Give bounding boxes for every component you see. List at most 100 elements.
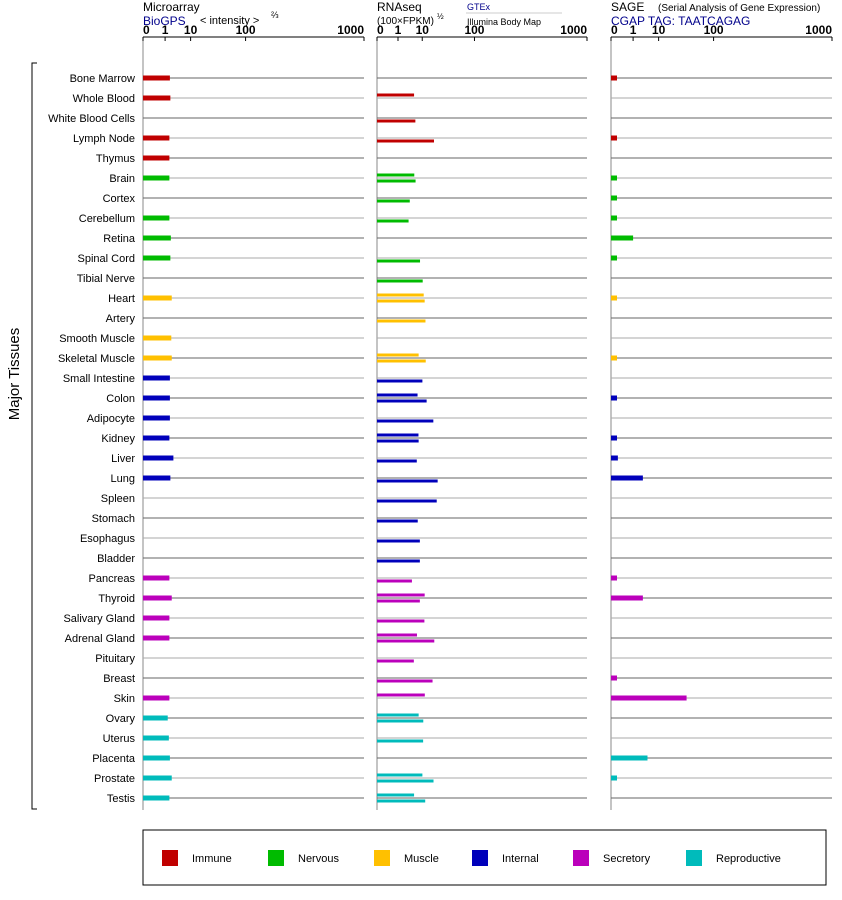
illumina-bar [377,479,438,483]
illumina-bar [377,499,437,503]
legend-label-secretory: Secretory [603,853,651,865]
gtex-source-label: GTEx [467,2,491,12]
sage-bar [611,755,648,761]
illumina-bar [377,259,421,263]
gtex-bar [377,433,419,437]
illumina-bar [377,459,417,463]
group-label: Major Tissues [6,328,23,421]
tissue-label: Adipocyte [87,413,135,425]
sage-tick-label: 1000 [805,23,832,37]
microarray-bar [143,255,171,261]
tissue-label: Lymph Node [73,133,135,145]
microarray-source: BioGPS [143,14,186,28]
microarray-bar [143,355,172,361]
microarray-tick-label: 0 [143,23,150,37]
sage-bar [611,675,617,681]
microarray-bar [143,475,171,481]
microarray-tick-label: 100 [236,23,256,37]
sage-bar [611,215,617,221]
tissue-label: White Blood Cells [48,113,135,125]
sage-bar [611,395,617,401]
illumina-bar [377,299,425,303]
sage-bar [611,195,617,201]
sage-bar [611,595,643,601]
axes-layer: 0 1 10 100 1000 0 1 10 100 1000 0 1 10 100 1000 [142,23,833,810]
illumina-bar [377,779,434,783]
tissue-label: Bone Marrow [70,73,135,85]
microarray-bar [143,575,170,581]
sage-tag-label: CGAP TAG: TAATCAGAG [611,14,750,28]
legend-label-internal: Internal [502,853,539,865]
illumina-bar [377,639,435,643]
tissue-label: Adrenal Gland [65,633,135,645]
legend-swatch-reproductive [686,850,702,866]
tissue-label: Thymus [96,153,136,165]
gtex-bar [377,173,415,177]
microarray-bar [143,795,170,801]
microarray-bar [143,335,172,341]
tissue-label: Pancreas [89,573,136,585]
microarray-title: Microarray [143,0,200,14]
bars-layer [143,75,687,803]
microarray-bar [143,415,170,421]
gtex-bar [377,93,415,97]
tissue-label: Uterus [103,733,136,745]
tissue-label: Breast [103,673,135,685]
tissue-label: Pituitary [95,653,135,665]
sage-bar [611,695,687,701]
illumina-bar [377,219,409,223]
microarray-bar [143,615,170,621]
illumina-bar [377,739,424,743]
gtex-bar [377,773,423,777]
illumina-bar [377,619,425,623]
legend-label-nervous: Nervous [298,853,339,865]
illumina-bar [377,419,434,423]
tissue-label: Placenta [92,753,136,765]
microarray-bar [143,215,170,221]
sage-bar [611,235,634,241]
microarray-bar [143,235,171,241]
tissue-label: Lung [111,473,135,485]
illumina-bar [377,439,419,443]
sage-bar [611,775,617,781]
tissue-label: Spleen [101,493,135,505]
illumina-bar [377,539,420,543]
sage-title: SAGE [611,0,644,14]
illumina-bar [377,799,426,803]
tissue-label: Cerebellum [79,213,135,225]
tissue-label: Stomach [92,513,135,525]
tissue-label: Testis [107,793,136,805]
legend-swatch-internal [472,850,488,866]
sage-bar [611,295,617,301]
legend-swatch-nervous [268,850,284,866]
sage-bar [611,475,643,481]
tissue-label: Tibial Nerve [77,273,135,285]
sage-title-note: (Serial Analysis of Gene Expression) [658,3,820,14]
microarray-bar [143,395,170,401]
group-bracket [31,62,37,810]
microarray-bar [143,375,170,381]
sage-tick-label: 0 [611,23,618,37]
microarray-bar [143,715,168,721]
microarray-scale-label: < intensity > [200,15,259,27]
rnaseq-tick-label: 0 [377,23,384,37]
sage-bar [611,355,617,361]
rnaseq-tick-label: 10 [416,23,430,37]
rnaseq-scale-label: (100×FPKM) [377,16,434,27]
legend-label-reproductive: Reproductive [716,853,781,865]
gtex-bar [377,633,417,637]
illumina-bar [377,679,433,683]
illumina-bar [377,279,423,283]
gtex-bar [377,353,419,357]
rnaseq-tick-label: 1 [395,23,402,37]
sage-tick-label: 10 [652,23,666,37]
rnaseq-tick-label: 1000 [560,23,587,37]
tissue-label: Whole Blood [73,93,135,105]
legend-swatch-muscle [374,850,390,866]
legend: Immune Nervous Muscle Internal Secretory Repr… [142,829,827,886]
gtex-bar [377,393,418,397]
sage-bar [611,135,617,141]
illumina-bar [377,379,423,383]
tissue-label: Spinal Cord [78,253,135,265]
